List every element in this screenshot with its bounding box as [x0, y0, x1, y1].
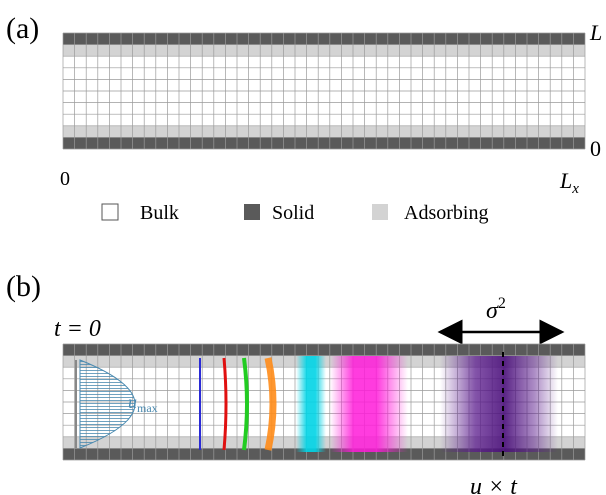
- front-green: [242, 357, 249, 451]
- channel-a-row: [63, 56, 585, 68]
- solute-fronts: [199, 356, 558, 452]
- x-right-main: L: [559, 168, 572, 193]
- legend-swatch-bulk: [101, 203, 119, 221]
- channel-b-row: [63, 344, 585, 356]
- sigma-sup: 2: [498, 295, 506, 312]
- y-top-label: L: [589, 20, 602, 45]
- y-bottom-label: 0: [590, 136, 601, 161]
- velocity-profile: umax: [75, 359, 158, 449]
- x-right-label: Lx: [559, 168, 579, 197]
- front-cyan: [296, 356, 326, 452]
- legend-label-solid: Solid: [272, 202, 314, 224]
- legend: Bulk Solid Adsorbing: [101, 202, 488, 224]
- panel-a-label: (a): [6, 12, 39, 45]
- channel-a-row: [63, 79, 585, 91]
- channel-b-row: [63, 448, 585, 460]
- ut-label: u × t: [470, 474, 518, 495]
- front-purple: [440, 356, 558, 452]
- legend-swatch-solid: [244, 204, 260, 220]
- umax-sub: max: [137, 401, 158, 415]
- legend-swatch-adsorbing: [372, 204, 388, 220]
- channel-a-row: [63, 33, 585, 45]
- x-right-sub: x: [571, 181, 579, 197]
- panel-b-label: (b): [6, 270, 41, 303]
- panel-b: (b) t = 0 σ2 umax u × t: [6, 270, 586, 495]
- umax-main: u: [128, 392, 137, 412]
- channel-a-row: [63, 114, 585, 126]
- channel-a-row: [63, 137, 585, 149]
- channel-a-row: [63, 91, 585, 103]
- x-left-label: 0: [60, 168, 70, 190]
- front-magenta: [330, 356, 408, 452]
- front-orange: [264, 357, 277, 451]
- channel-a-row: [63, 67, 585, 80]
- front-red: [222, 357, 228, 451]
- panel-a: (a) L 0 0 Lx Bulk Solid Adsorbing: [6, 12, 602, 224]
- legend-label-bulk: Bulk: [140, 202, 179, 224]
- profile-parabola: [79, 359, 136, 449]
- time-label: t = 0: [54, 316, 101, 342]
- sigma-label: σ2: [486, 295, 506, 324]
- sigma-main: σ: [486, 298, 499, 324]
- channel-a-row: [63, 125, 585, 138]
- channel-a-row: [63, 102, 585, 115]
- legend-label-adsorbing: Adsorbing: [404, 202, 488, 224]
- channel-a-row: [63, 44, 585, 57]
- channel-grid-a: [62, 32, 586, 150]
- umax-label: umax: [128, 392, 158, 415]
